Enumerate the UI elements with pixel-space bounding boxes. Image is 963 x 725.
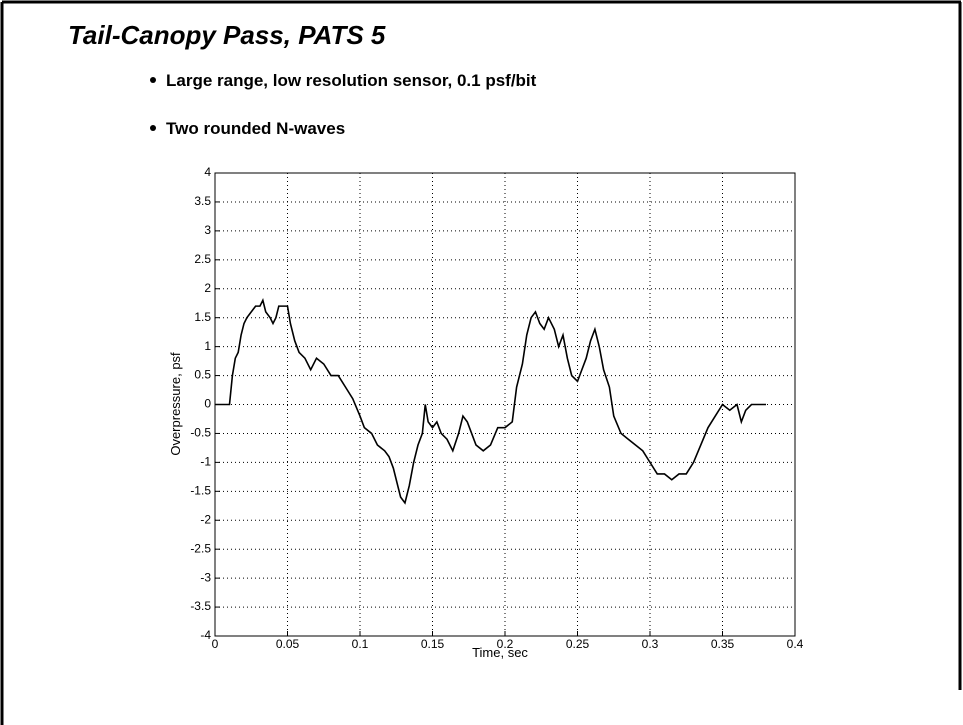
y-tick-label: -1.5 bbox=[190, 483, 211, 497]
y-tick-label: -1 bbox=[200, 455, 211, 469]
y-tick-label: 1 bbox=[204, 339, 211, 353]
y-tick-label: -2.5 bbox=[190, 541, 211, 555]
y-tick-label: 1.5 bbox=[194, 310, 211, 324]
y-tick-label: -0.5 bbox=[190, 426, 211, 440]
y-tick-label: -3.5 bbox=[190, 599, 211, 613]
y-axis-label: Overpressure, psf bbox=[168, 352, 183, 456]
x-tick-label: 0.4 bbox=[787, 637, 804, 651]
y-tick-label: 4 bbox=[204, 165, 211, 179]
bullet-dot bbox=[150, 125, 156, 131]
y-tick-label: 3.5 bbox=[194, 194, 211, 208]
bullet: Large range, low resolution sensor, 0.1 … bbox=[166, 71, 537, 90]
x-tick-label: 0.3 bbox=[642, 637, 659, 651]
y-tick-label: -3 bbox=[200, 570, 211, 584]
y-tick-label: -2 bbox=[200, 512, 211, 526]
y-tick-label: 0 bbox=[204, 397, 211, 411]
bullet: Two rounded N-waves bbox=[166, 119, 345, 138]
y-tick-label: 2.5 bbox=[194, 252, 211, 266]
slide-title: Tail-Canopy Pass, PATS 5 bbox=[68, 20, 386, 50]
x-tick-label: 0.15 bbox=[421, 637, 445, 651]
y-tick-label: -4 bbox=[200, 628, 211, 642]
x-tick-label: 0 bbox=[212, 637, 219, 651]
bullet-dot bbox=[150, 77, 156, 83]
x-tick-label: 0.05 bbox=[276, 637, 300, 651]
x-tick-label: 0.2 bbox=[497, 637, 514, 651]
data-line bbox=[215, 298, 766, 505]
x-tick-label: 0.1 bbox=[352, 637, 369, 651]
x-tick-label: 0.25 bbox=[566, 637, 590, 651]
y-tick-label: 2 bbox=[204, 281, 211, 295]
y-tick-label: 0.5 bbox=[194, 368, 211, 382]
x-axis-label: Time, sec bbox=[472, 645, 528, 660]
x-tick-label: 0.35 bbox=[711, 637, 735, 651]
y-tick-label: 3 bbox=[204, 223, 211, 237]
